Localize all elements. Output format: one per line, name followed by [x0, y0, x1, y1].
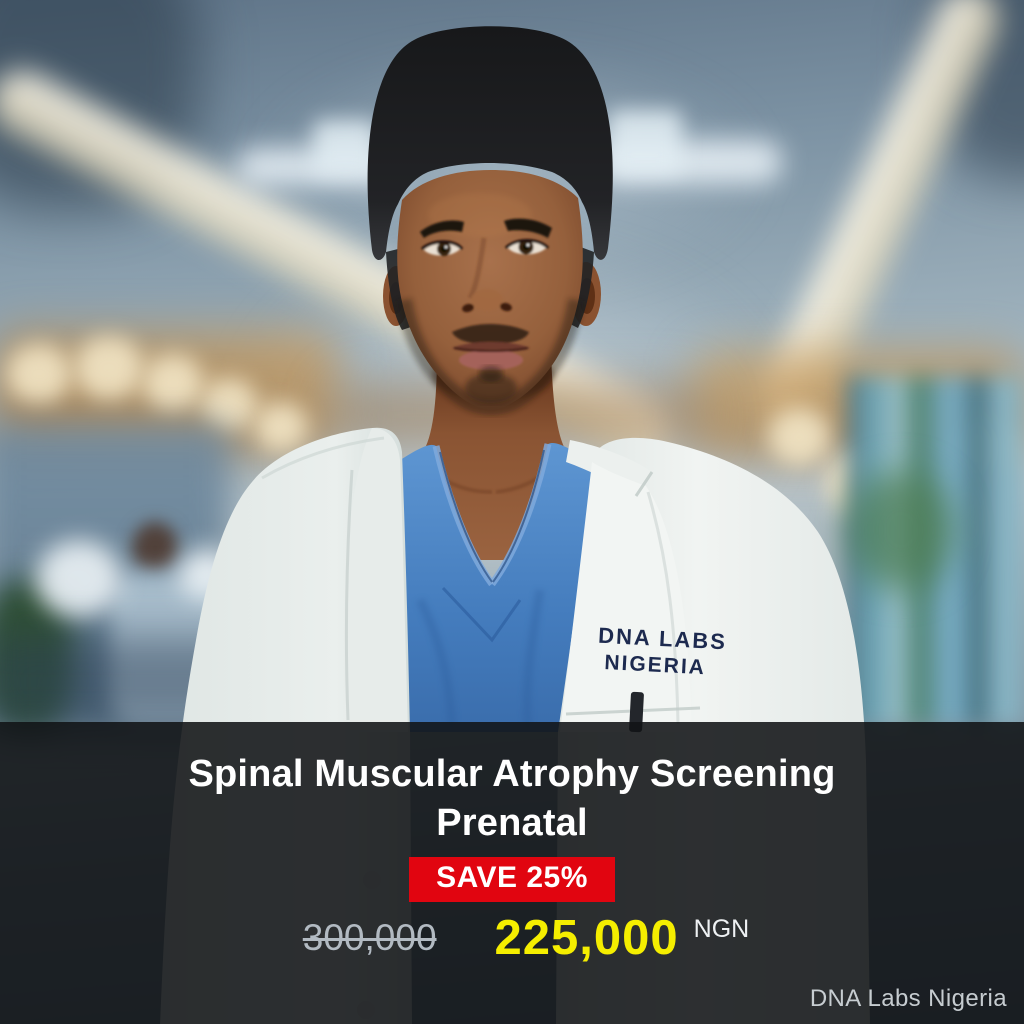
discount-badge: SAVE 25%	[409, 857, 615, 902]
coat-logo-line2: NIGERIA	[604, 651, 707, 679]
right-eye-highlight	[526, 243, 530, 247]
bokeh-light-white	[36, 540, 122, 618]
promo-banner: Spinal Muscular Atrophy Screening Prenat…	[0, 722, 1024, 1024]
bokeh-light	[768, 408, 830, 466]
left-eyebrow	[420, 220, 464, 238]
bokeh-light	[74, 336, 144, 400]
left-nostril	[462, 303, 474, 313]
old-price: 300,000	[302, 917, 437, 958]
right-nostril	[500, 302, 512, 312]
lower-lip	[459, 350, 523, 370]
distant-person-head	[132, 522, 178, 574]
mustache	[452, 324, 529, 344]
left-eye-highlight	[444, 245, 448, 249]
bokeh-light	[200, 378, 258, 432]
soul-patch	[479, 366, 503, 382]
bokeh-light	[254, 402, 308, 452]
promo-title: Spinal Muscular Atrophy Screening Prenat…	[0, 750, 1024, 848]
currency-label: NGN	[693, 915, 750, 943]
price-row: 300,000 225,000 NGN	[14, 911, 1024, 965]
promo-title-line1: Spinal Muscular Atrophy Screening	[188, 753, 836, 795]
right-eyelid	[504, 239, 550, 250]
jaw-beard	[396, 298, 584, 416]
brand-watermark: DNA Labs Nigeria	[809, 985, 1007, 1012]
plant-blur-right	[846, 470, 956, 590]
doctor-head	[367, 26, 613, 416]
ceiling-lamp	[313, 120, 377, 174]
coat-logo: DNA LABS NIGERIA	[598, 623, 728, 680]
bokeh-light	[6, 344, 72, 404]
doctor-scrubs	[386, 442, 600, 732]
new-price: 225,000	[494, 911, 679, 965]
facial-features	[420, 218, 552, 370]
new-price-group: 225,000 NGN	[494, 911, 750, 965]
bokeh-light	[142, 354, 204, 412]
mouth-line	[453, 347, 529, 352]
doctor-hair	[367, 26, 613, 261]
right-eyebrow	[504, 218, 552, 238]
promo-title-line2: Prenatal	[436, 802, 588, 844]
left-eyelid	[420, 240, 464, 251]
chin-beard	[465, 373, 517, 403]
nose-bridge-shadow	[467, 237, 487, 300]
nose-tip	[471, 289, 503, 311]
ceiling-lamp	[608, 110, 682, 174]
